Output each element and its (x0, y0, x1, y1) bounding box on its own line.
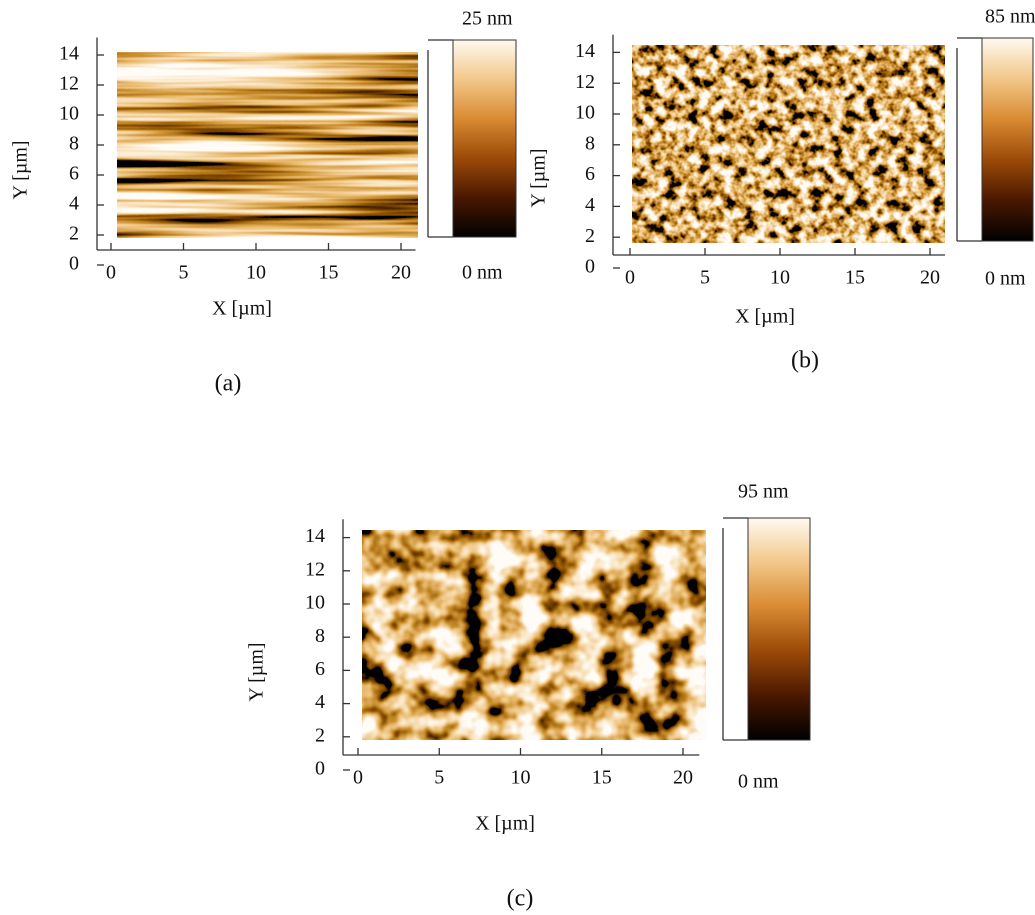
y-tick-label: 12 (575, 71, 595, 93)
colorbar-label: 95 nm (738, 481, 789, 503)
colorbar-label: 0 nm (738, 771, 779, 793)
y-axis-label: Y [µm] (10, 140, 32, 199)
colorbar-label: 25 nm (462, 8, 513, 30)
y-tick-label: 0 (69, 253, 79, 275)
y-tick-label: 10 (305, 592, 325, 614)
y-tick-label: 4 (315, 691, 325, 713)
x-axis-label: X [µm] (212, 298, 272, 320)
y-tick-label: 0 (315, 758, 325, 780)
panel-label: (c) (507, 886, 534, 912)
afm-image (117, 52, 418, 238)
colorbar (747, 517, 811, 741)
x-tick-label: 5 (434, 767, 444, 789)
colorbar (981, 37, 1034, 242)
y-tick-label: 0 (585, 256, 595, 278)
y-tick-label: 8 (585, 132, 595, 154)
afm-image (362, 530, 706, 740)
x-tick-label: 10 (246, 262, 266, 284)
x-tick-label: 0 (625, 267, 635, 289)
panel-label: (b) (791, 348, 819, 374)
y-tick-label: 12 (305, 558, 325, 580)
x-tick-label: 10 (770, 267, 790, 289)
x-tick-label: 20 (673, 767, 693, 789)
y-tick-label: 14 (305, 525, 325, 547)
y-axis-label: Y [µm] (528, 148, 550, 207)
panel: 0 2 4 6 8 10 12 14 0 5 10 15 20 X [µm] Y [µm] (b) 0 nm 85… (528, 6, 1035, 374)
y-tick-label: 12 (59, 73, 79, 95)
x-axis-label: X [µm] (475, 813, 535, 835)
x-tick-label: 5 (179, 262, 189, 284)
x-axis-label: X [µm] (735, 306, 795, 328)
x-tick-label: 5 (700, 267, 710, 289)
x-tick-label: 0 (106, 262, 116, 284)
y-tick-label: 10 (59, 103, 79, 125)
colorbar-label: 0 nm (985, 268, 1026, 290)
y-tick-label: 10 (575, 102, 595, 124)
y-tick-label: 6 (69, 163, 79, 185)
x-tick-label: 20 (391, 262, 411, 284)
y-tick-label: 14 (575, 40, 595, 62)
y-axis-label: Y [µm] (246, 642, 268, 701)
panel-label: (a) (215, 371, 242, 397)
colorbar (452, 39, 517, 238)
y-tick-label: 6 (315, 658, 325, 680)
y-tick-label: 2 (585, 225, 595, 247)
x-tick-label: 15 (845, 267, 865, 289)
panel: 0 2 4 6 8 10 12 14 0 5 10 15 20 X [µm] Y [µm] (a) 0 nm 25… (10, 8, 517, 397)
y-tick-label: 6 (585, 163, 595, 185)
x-tick-label: 15 (592, 767, 612, 789)
y-tick-label: 4 (69, 193, 79, 215)
y-tick-label: 2 (69, 223, 79, 245)
x-tick-label: 0 (353, 767, 363, 789)
y-tick-label: 14 (59, 43, 79, 65)
x-tick-label: 15 (319, 262, 339, 284)
y-tick-label: 8 (315, 625, 325, 647)
y-tick-label: 2 (315, 724, 325, 746)
y-tick-label: 8 (69, 133, 79, 155)
afm-image (632, 45, 945, 243)
panel: 0 2 4 6 8 10 12 14 0 5 10 15 20 X [µm] Y [µm] (c) 0 nm 95… (246, 481, 811, 912)
colorbar-label: 0 nm (462, 262, 503, 284)
colorbar-label: 85 nm (985, 6, 1035, 28)
x-tick-label: 10 (511, 767, 531, 789)
y-tick-label: 4 (585, 194, 595, 216)
x-tick-label: 20 (920, 267, 940, 289)
